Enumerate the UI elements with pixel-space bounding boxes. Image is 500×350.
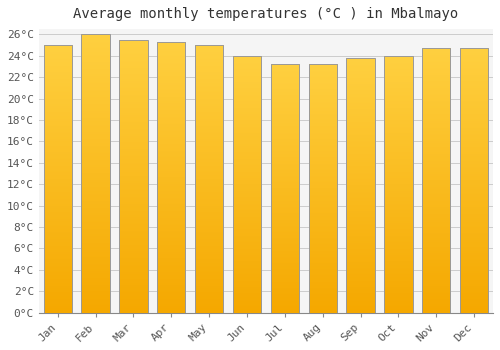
Bar (119, 40, 148, 313)
Bar (82, 34, 110, 313)
Bar (270, 64, 299, 313)
Bar (346, 58, 375, 313)
Title: Average monthly temperatures (°C ) in Mbalmayo: Average monthly temperatures (°C ) in Mb… (74, 7, 458, 21)
Bar (460, 48, 488, 313)
Bar (422, 48, 450, 313)
Bar (233, 56, 261, 313)
Bar (44, 45, 72, 313)
Bar (308, 64, 337, 313)
Bar (157, 42, 186, 313)
Bar (195, 45, 224, 313)
Bar (384, 56, 412, 313)
